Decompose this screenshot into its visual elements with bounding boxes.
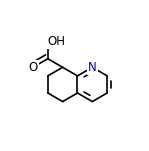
Text: N: N	[88, 61, 97, 74]
Text: O: O	[28, 61, 38, 74]
Text: OH: OH	[48, 35, 66, 48]
